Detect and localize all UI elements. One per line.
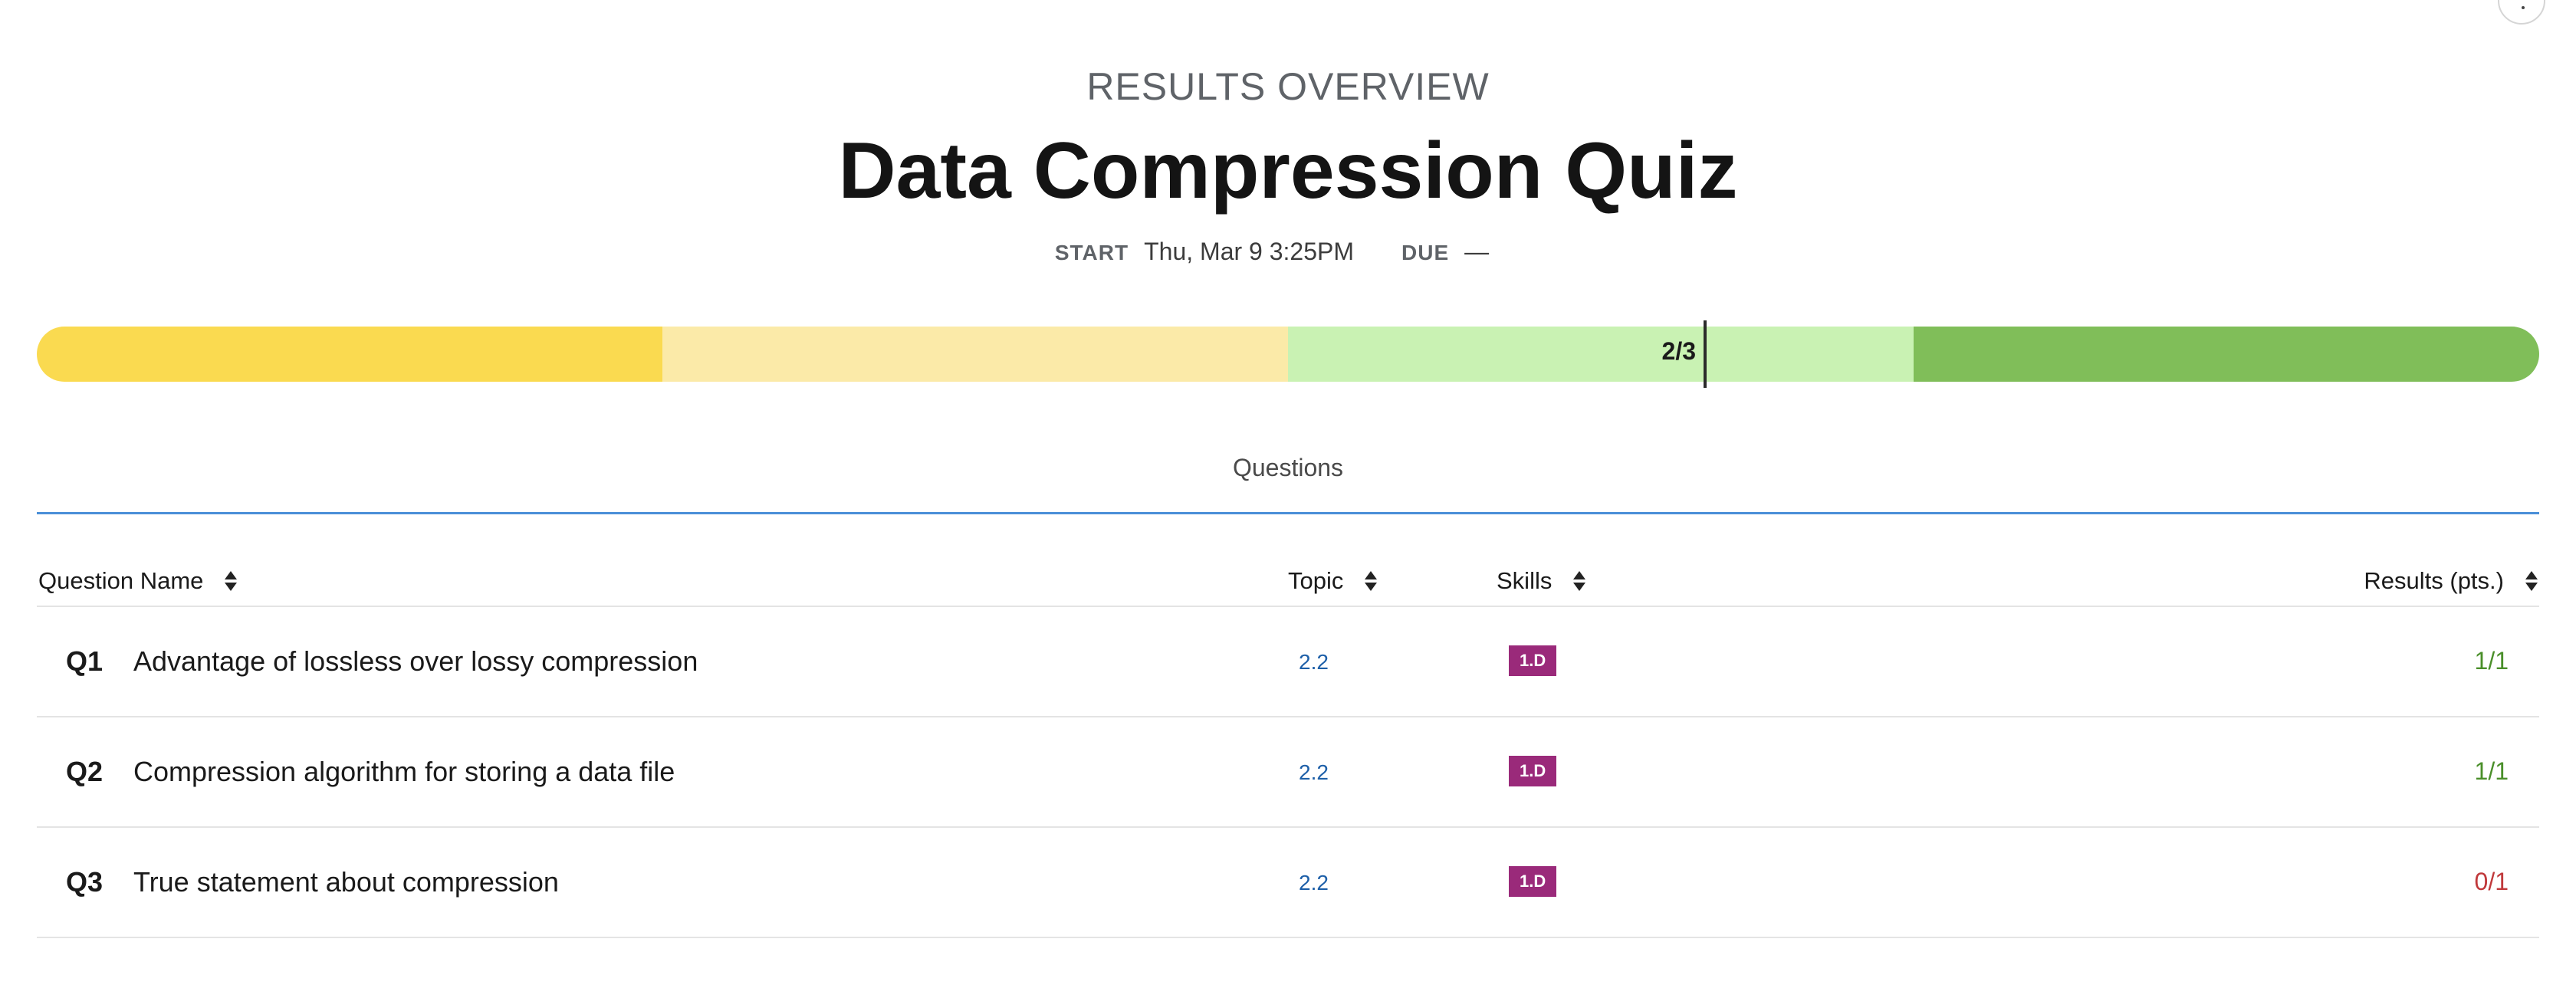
quiz-dates: START Thu, Mar 9 3:25PM DUE — [0, 238, 2576, 266]
more-options-icon [2522, 6, 2525, 9]
table-row[interactable]: Q2 Compression algorithm for storing a d… [37, 717, 2539, 828]
page-title: Data Compression Quiz [838, 126, 1738, 215]
topic-link[interactable]: 2.2 [1299, 760, 1329, 784]
question-name[interactable]: Compression algorithm for storing a data… [133, 756, 675, 787]
start-label: START [1054, 241, 1129, 264]
question-number: Q3 [66, 866, 104, 898]
progress-segment-4 [1914, 327, 2539, 382]
topic-link[interactable]: 2.2 [1299, 871, 1329, 895]
result-score: 1/1 [2474, 757, 2509, 785]
question-name[interactable]: True statement about compression [133, 866, 559, 898]
score-progress-bar [37, 327, 2539, 382]
due-value: — [1464, 238, 1490, 265]
table-header: Question Name Topic Skills Results (pts.… [37, 558, 2539, 607]
question-name[interactable]: Advantage of lossless over lossy compres… [133, 645, 698, 677]
due-label: DUE [1401, 241, 1450, 264]
tab-questions[interactable]: Questions [1232, 454, 1344, 481]
column-skills[interactable]: Skills [1497, 567, 1586, 595]
topic-link[interactable]: 2.2 [1299, 650, 1329, 674]
table-row[interactable]: Q3 True statement about compression 2.2 … [37, 828, 2539, 938]
page-overline: RESULTS OVERVIEW [1086, 65, 1490, 108]
tab-questions-underline [37, 512, 2539, 514]
progress-segment-3 [1288, 327, 1914, 382]
result-score: 0/1 [2474, 868, 2509, 895]
score-marker [1704, 320, 1707, 388]
progress-segment-1 [37, 327, 662, 382]
column-skills-label: Skills [1497, 567, 1552, 594]
sort-icon[interactable] [1365, 570, 1378, 593]
table-row[interactable]: Q1 Advantage of lossless over lossy comp… [37, 607, 2539, 717]
result-score: 1/1 [2474, 647, 2509, 675]
column-results[interactable]: Results (pts.) [2364, 567, 2538, 595]
column-question-name-label: Question Name [38, 567, 204, 594]
skill-badge: 1.D [1509, 756, 1557, 786]
sort-icon[interactable] [2525, 570, 2538, 593]
more-options-button[interactable] [2498, 0, 2545, 25]
question-number: Q1 [66, 645, 104, 677]
skill-badge: 1.D [1509, 866, 1557, 897]
progress-segment-2 [662, 327, 1288, 382]
column-question-name[interactable]: Question Name [38, 567, 238, 595]
column-topic-label: Topic [1288, 567, 1344, 594]
column-topic[interactable]: Topic [1288, 567, 1378, 595]
sort-icon[interactable] [225, 570, 238, 593]
sort-icon[interactable] [1573, 570, 1586, 593]
skill-badge: 1.D [1509, 645, 1557, 676]
column-results-label: Results (pts.) [2364, 567, 2504, 594]
score-label: 2/3 [1661, 337, 1696, 365]
start-value: Thu, Mar 9 3:25PM [1144, 238, 1354, 265]
question-number: Q2 [66, 756, 104, 787]
